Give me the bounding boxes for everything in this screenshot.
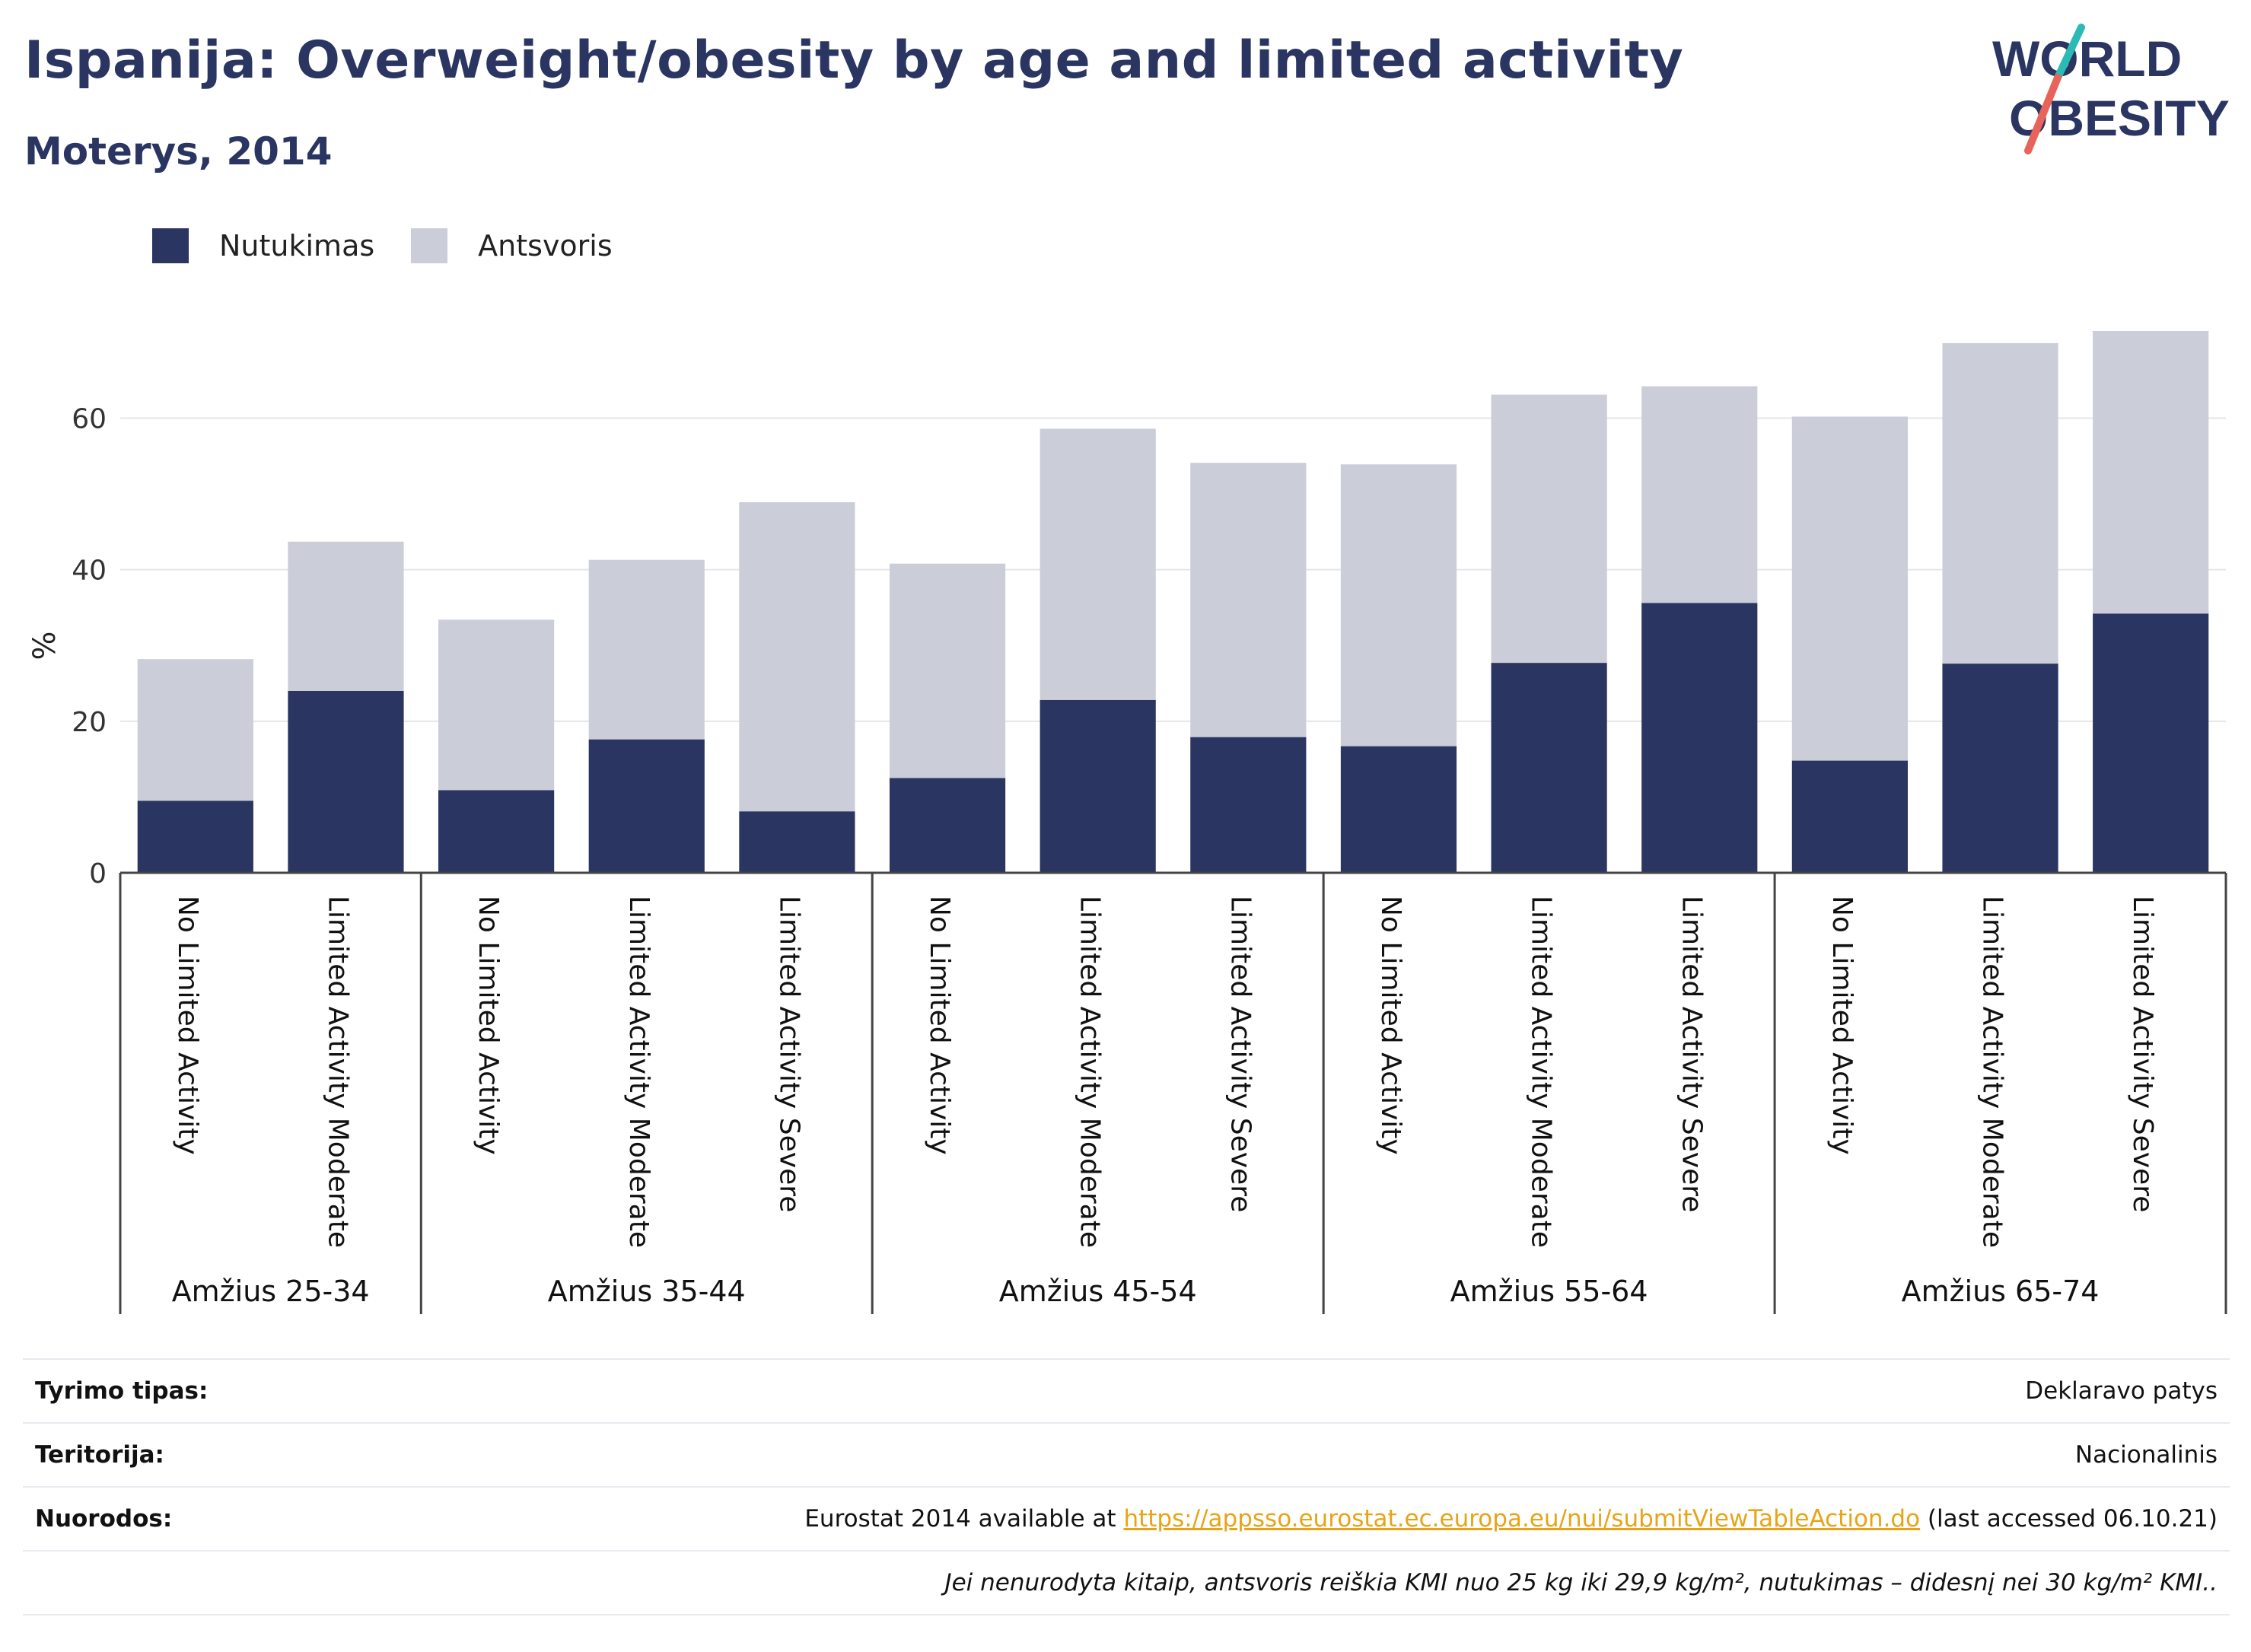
info-row-territory: Teritorija: Nacionalinis	[23, 1422, 2230, 1486]
x-tick-label: No Limited Activity	[172, 896, 203, 1155]
legend-swatch-obesity	[152, 228, 189, 263]
y-axis-label: %	[27, 631, 62, 660]
bar-overweight	[1491, 394, 1607, 664]
references-value: Eurostat 2014 available at https://appss…	[804, 1505, 2230, 1533]
legend-swatch-overweight	[411, 228, 448, 263]
bar-overweight	[438, 619, 555, 791]
bar-overweight	[2093, 330, 2209, 614]
info-table: Tyrimo tipas: Deklaravo patys Teritorija…	[23, 1358, 2230, 1615]
info-row-survey-type: Tyrimo tipas: Deklaravo patys	[23, 1358, 2230, 1422]
legend: Nutukimas Antsvoris	[152, 227, 649, 265]
references-prefix: Eurostat 2014 available at	[804, 1505, 1124, 1533]
legend-label-obesity: Nutukimas	[219, 229, 375, 263]
info-row-references: Nuorodos: Eurostat 2014 available at htt…	[23, 1486, 2230, 1550]
chart-title: Ispanija: Overweight/obesity by age and …	[24, 30, 1684, 91]
bar-overweight	[739, 502, 855, 812]
bar-obesity	[438, 790, 555, 873]
y-tick-label: 40	[72, 555, 107, 587]
bar-obesity	[2093, 613, 2209, 873]
x-tick-label: Limited Activity Moderate	[1977, 896, 2008, 1248]
x-tick-label: Limited Activity Moderate	[1075, 896, 1106, 1248]
group-label: Amžius 45-54	[999, 1275, 1197, 1308]
bar-obesity	[137, 801, 253, 873]
x-tick-label: No Limited Activity	[1826, 896, 1858, 1155]
legend-label-overweight: Antsvoris	[478, 229, 613, 263]
bar-overweight	[137, 659, 253, 801]
bar-obesity	[1942, 664, 2058, 873]
references-label: Nuorodos:	[35, 1505, 173, 1533]
x-tick-label: No Limited Activity	[924, 896, 955, 1155]
x-tick-label: Limited Activity Moderate	[322, 896, 353, 1248]
x-tick-label: Limited Activity Moderate	[623, 896, 654, 1248]
logo-text-world: WORLD	[1992, 30, 2182, 87]
bar-overweight	[1641, 386, 1758, 603]
group-label: Amžius 25-34	[172, 1275, 370, 1308]
y-tick-label: 20	[72, 707, 107, 738]
bar-obesity	[739, 811, 855, 873]
survey-type-label: Tyrimo tipas:	[35, 1377, 209, 1405]
y-tick-label: 0	[89, 858, 107, 890]
bar-overweight	[1190, 463, 1307, 737]
logo-slash-teal	[2054, 24, 2085, 81]
bar-obesity	[1491, 663, 1607, 873]
stacked-bar-chart: 0 20 40 60% No Limited Activity Limited Activ…	[27, 330, 2227, 1314]
bar-overweight	[1791, 416, 1908, 761]
x-tick-label: Limited Activity Severe	[773, 896, 804, 1212]
bar-obesity	[288, 691, 404, 873]
bar-obesity	[1791, 760, 1908, 873]
x-tick-label: Limited Activity Severe	[1676, 896, 1707, 1212]
bar-obesity	[1340, 746, 1457, 873]
logo-slash-red	[2024, 74, 2062, 154]
bar-obesity	[588, 739, 705, 873]
legend-item-obesity[interactable]: Nutukimas	[152, 228, 374, 263]
bar-overweight	[1040, 428, 1156, 700]
x-tick-label: Limited Activity Severe	[2127, 896, 2158, 1212]
group-label: Amžius 35-44	[548, 1275, 746, 1308]
group-label: Amžius 65-74	[1902, 1275, 2100, 1308]
references-suffix: (last accessed 06.10.21)	[1920, 1505, 2218, 1533]
x-tick-label: Limited Activity Severe	[1224, 896, 1256, 1212]
definition-note: Jei nenurodyta kitaip, antsvoris reiškia…	[944, 1569, 2218, 1596]
eurostat-link[interactable]: https://appsso.eurostat.ec.europa.eu/nui…	[1123, 1505, 1921, 1533]
bar-obesity	[889, 778, 1006, 873]
legend-item-overweight[interactable]: Antsvoris	[411, 228, 613, 263]
bar-overweight	[1942, 342, 2058, 664]
chart-subtitle: Moterys, 2014	[24, 129, 333, 173]
bar-overweight	[889, 563, 1006, 778]
world-obesity-logo: WORLD OBESITY	[1992, 24, 2230, 154]
y-tick-label: 60	[72, 404, 107, 435]
x-tick-label: Limited Activity Moderate	[1526, 896, 1557, 1248]
bar-obesity	[1040, 699, 1156, 873]
info-row-note: Jei nenurodyta kitaip, antsvoris reiškia…	[23, 1550, 2230, 1615]
survey-type-value: Deklaravo patys	[2025, 1377, 2218, 1405]
bar-overweight	[288, 541, 404, 691]
territory-label: Teritorija:	[35, 1441, 164, 1469]
x-tick-label: No Limited Activity	[1375, 896, 1406, 1155]
x-tick-label: No Limited Activity	[473, 896, 504, 1155]
bar-obesity	[1190, 737, 1307, 873]
group-label: Amžius 55-64	[1450, 1275, 1648, 1308]
bar-overweight	[1340, 464, 1457, 746]
territory-value: Nacionalinis	[2074, 1441, 2218, 1469]
bar-obesity	[1641, 603, 1758, 873]
bar-overweight	[588, 559, 705, 740]
